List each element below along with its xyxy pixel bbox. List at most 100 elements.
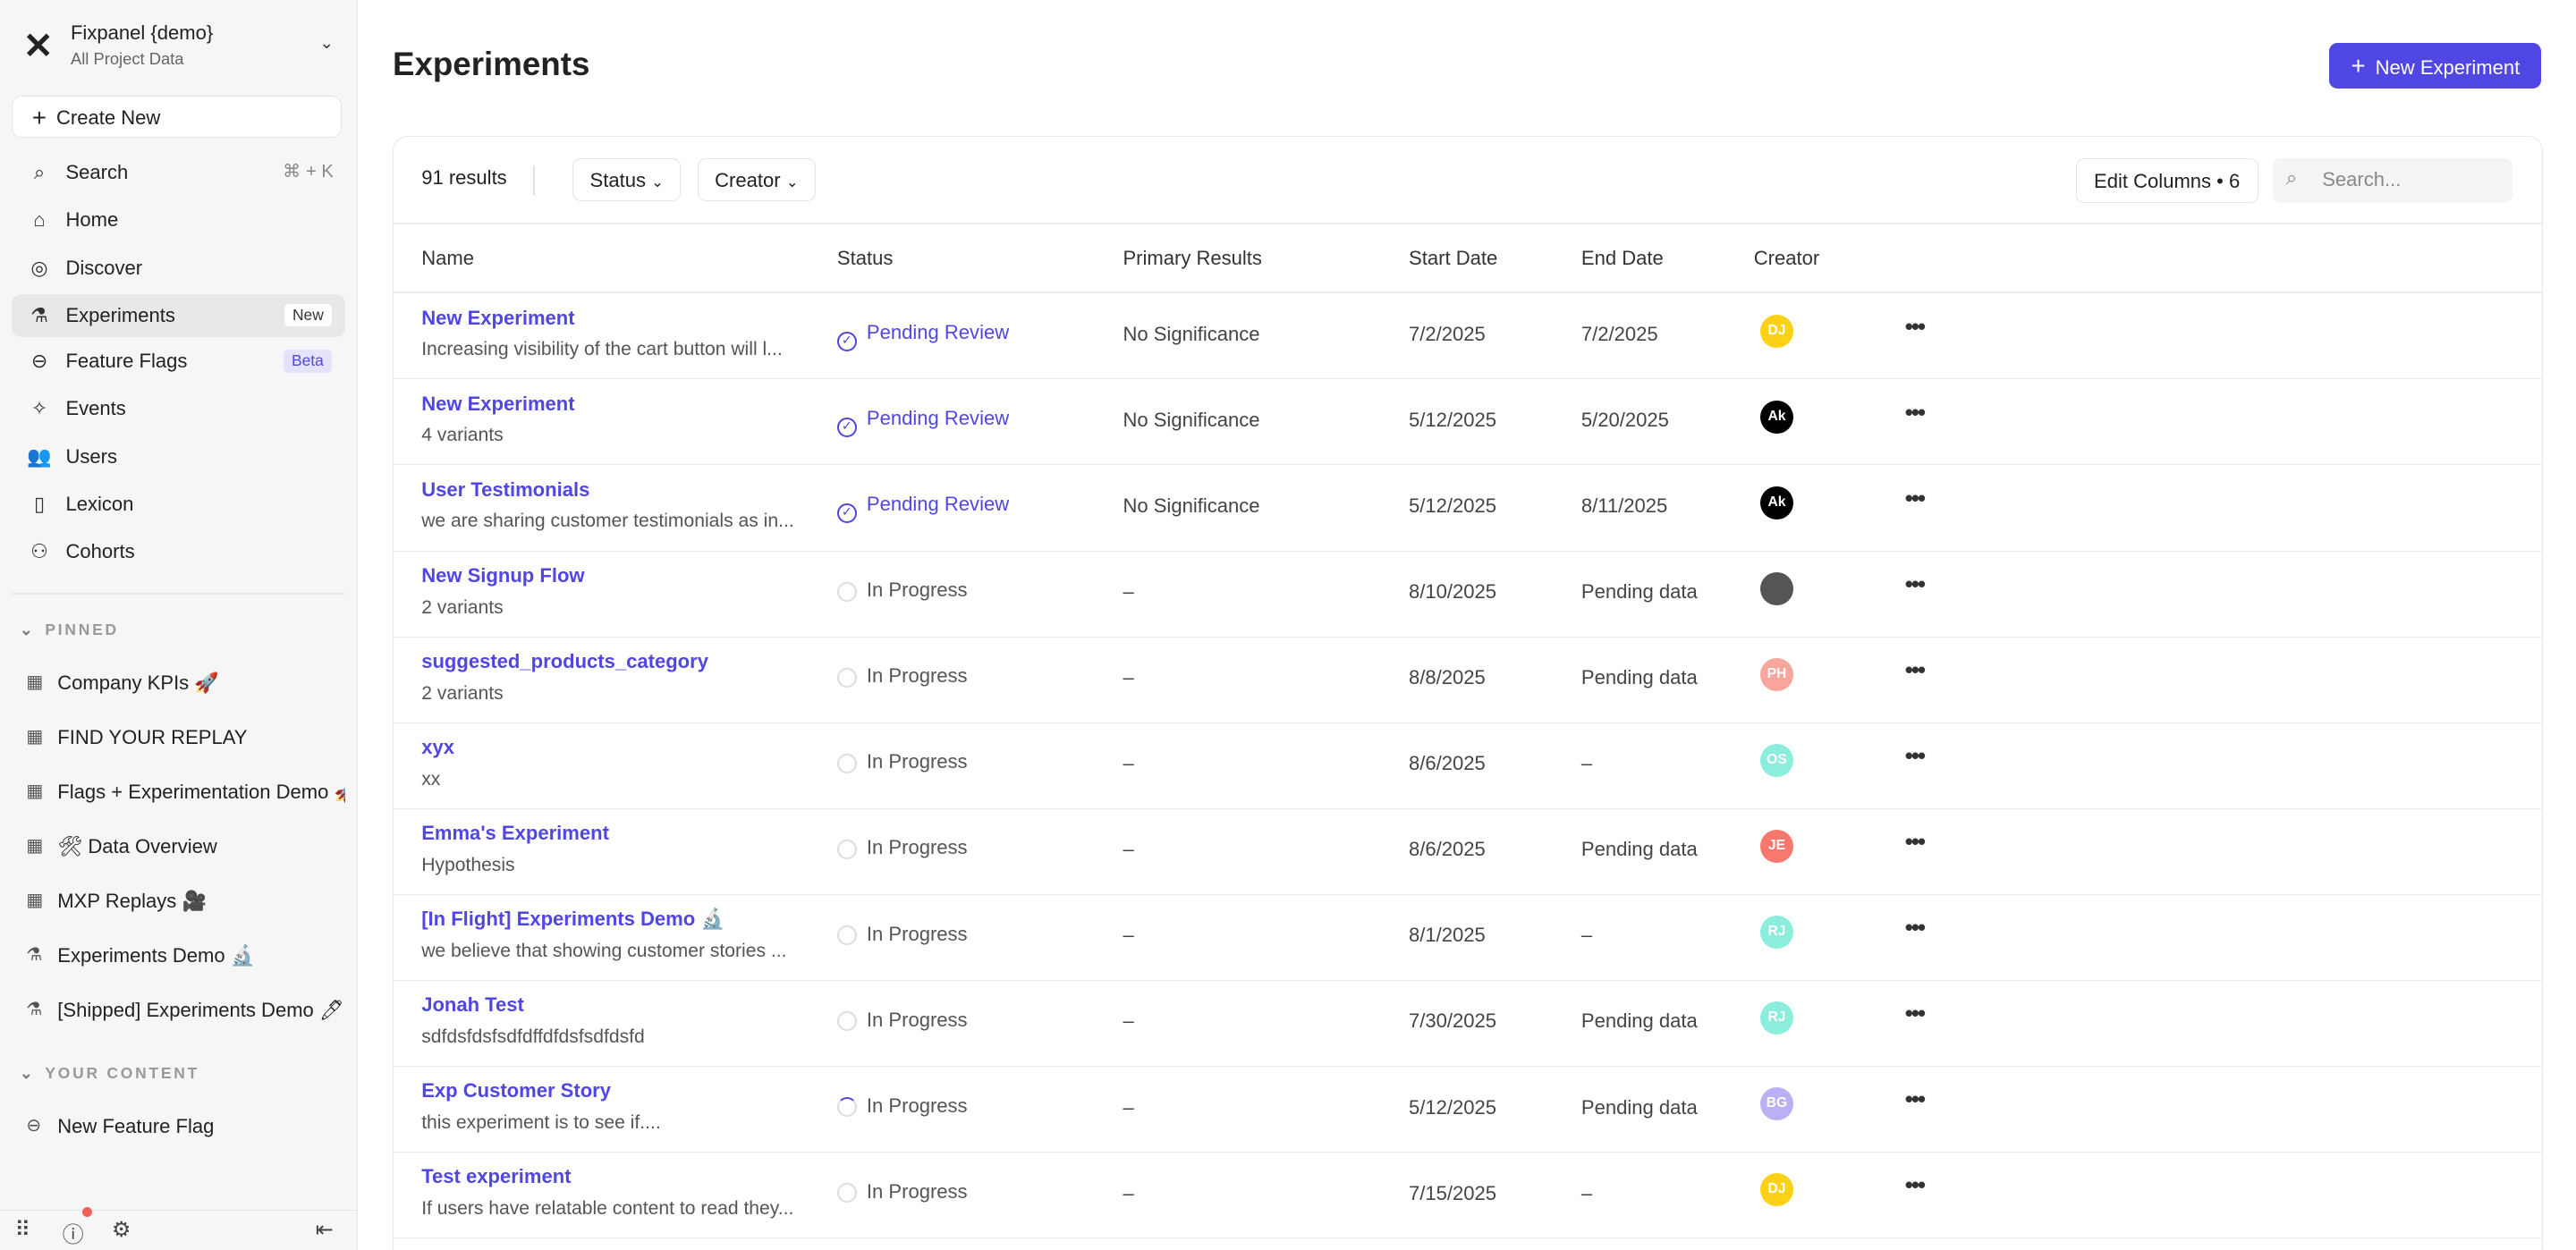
pinned-item-label: FIND YOUR REPLAY — [57, 726, 248, 749]
experiment-name-link[interactable]: Emma's Experiment — [421, 821, 609, 844]
column-header-name[interactable]: Name — [421, 247, 474, 270]
table-row[interactable]: Exp Customer Story this experiment is to … — [393, 1066, 2543, 1153]
table-row[interactable]: suggested_products_category 2 variants In … — [393, 637, 2543, 723]
dashboard-icon: ▦ — [26, 891, 44, 911]
end-date: 8/11/2025 — [1580, 494, 1668, 518]
more-options-icon[interactable]: ••• — [1904, 314, 1926, 340]
primary-results: – — [1123, 838, 1134, 861]
create-new-button[interactable]: + Create New — [11, 95, 343, 139]
start-date: 7/2/2025 — [1409, 322, 1486, 345]
table-row[interactable]: Test experiment If users have relatable c… — [393, 1153, 2543, 1239]
sidebar-item-users[interactable]: 👥 Users — [12, 435, 345, 478]
avatar: JE — [1760, 830, 1793, 863]
start-date: 8/8/2025 — [1409, 666, 1486, 689]
primary-results: No Significance — [1123, 322, 1260, 345]
experiment-name-link[interactable]: suggested_products_category — [421, 649, 708, 672]
search-input[interactable] — [2318, 166, 2506, 194]
sidebar-item-discover[interactable]: ◎ Discover — [12, 247, 345, 290]
pinned-item-label: Flags + Experimentation Demo 🚀 — [57, 781, 345, 804]
column-header-start-date[interactable]: Start Date — [1409, 247, 1498, 270]
collapse-sidebar-icon[interactable]: ⇤ — [315, 1217, 334, 1242]
more-options-icon[interactable]: ••• — [1904, 744, 1926, 770]
project-switcher[interactable]: ✕ Fixpanel {demo} All Project Data ⌄ — [20, 20, 340, 72]
content-item[interactable]: ⊖ New Feature Flag — [12, 1105, 345, 1148]
table-row[interactable]: xyx xx In Progress – 8/6/2025 – OS ••• — [393, 722, 2543, 809]
sidebar-item-cohorts[interactable]: ⚇ Cohorts — [12, 530, 345, 573]
more-options-icon[interactable]: ••• — [1904, 1087, 1926, 1113]
help-icon[interactable]: ⓘ — [62, 1222, 84, 1247]
search-icon: ⌕ — [2285, 166, 2298, 190]
table-row[interactable]: Jonah Test sdfdsfdsfsdfdffdfdsfsdfdsfd In … — [393, 980, 2543, 1067]
experiment-description: sdfdsfdsfsdfdffdfdsfsdfdsfd — [421, 1026, 645, 1047]
pinned-item[interactable]: ▦ FIND YOUR REPLAY — [12, 716, 345, 759]
experiment-name-link[interactable]: [In Flight] Experiments Demo 🔬 — [421, 908, 725, 931]
status-badge: In Progress — [836, 1180, 968, 1204]
experiment-name-link[interactable]: xyx — [421, 735, 454, 758]
progress-circle-icon — [836, 1183, 857, 1204]
experiment-name-link[interactable]: New Experiment — [421, 306, 575, 329]
sidebar-item-label: Search — [65, 160, 129, 183]
your-content-section-toggle[interactable]: ⌄ YOUR CONTENT — [20, 1064, 199, 1083]
column-header-status[interactable]: Status — [836, 247, 894, 270]
table-row[interactable]: User Testimonials we are sharing customer… — [393, 465, 2543, 552]
pinned-item[interactable]: ▦ 🛠 Data Overview — [12, 825, 345, 868]
pinned-section-toggle[interactable]: ⌄ PINNED — [20, 621, 119, 639]
avatar: Ak — [1760, 400, 1793, 434]
primary-results: – — [1123, 1095, 1134, 1119]
sidebar-item-feature-flags[interactable]: ⊖ Feature Flags Beta — [12, 340, 345, 383]
edit-columns-button[interactable]: Edit Columns • 6 — [2075, 158, 2258, 203]
column-header-primary-results[interactable]: Primary Results — [1123, 247, 1262, 270]
experiment-name-link[interactable]: Jonah Test — [421, 993, 524, 1017]
end-date: 5/20/2025 — [1580, 409, 1669, 432]
more-options-icon[interactable]: ••• — [1904, 571, 1926, 597]
status-filter[interactable]: Status ⌄ — [572, 158, 682, 202]
experiment-name-link[interactable]: Exp Customer Story — [421, 1079, 611, 1102]
chevron-down-icon: ⌄ — [20, 621, 36, 639]
more-options-icon[interactable]: ••• — [1904, 1001, 1926, 1027]
table-row[interactable]: New Experiment Increasing visibility of t… — [393, 293, 2543, 380]
primary-results: – — [1123, 580, 1134, 604]
creator-filter-label: Creator — [715, 169, 781, 192]
sidebar-item-label: Lexicon — [65, 492, 134, 515]
experiment-name-link[interactable]: Test experiment — [421, 1165, 572, 1188]
gear-icon[interactable]: ⚙ — [111, 1217, 131, 1242]
status-label: In Progress — [866, 1008, 968, 1031]
more-options-icon[interactable]: ••• — [1904, 486, 1926, 511]
sidebar-item-lexicon[interactable]: ▯ Lexicon — [12, 483, 345, 526]
sidebar-item-events[interactable]: ✧ Events — [12, 387, 345, 430]
pinned-item[interactable]: ▦ MXP Replays 🎥 — [12, 880, 345, 923]
experiment-name-link[interactable]: User Testimonials — [421, 477, 590, 501]
apps-grid-icon[interactable]: ⠿ — [14, 1217, 30, 1242]
status-badge: ✓ Pending Review — [836, 407, 1009, 437]
sidebar-item-home[interactable]: ⌂ Home — [12, 198, 345, 241]
table-row[interactable]: Emma's Experiment Hypothesis In Progress – 8… — [393, 808, 2543, 895]
pinned-item[interactable]: ⚗ [Shipped] Experiments Demo 🖊 — [12, 989, 345, 1032]
experiment-name-link[interactable]: New Signup Flow — [421, 563, 585, 587]
new-experiment-button[interactable]: + New Experiment — [2329, 42, 2542, 89]
more-options-icon[interactable]: ••• — [1904, 400, 1926, 426]
experiment-description: Hypothesis — [421, 854, 515, 875]
table-row[interactable]: New Signup Flow 2 variants In Progress – 8/1… — [393, 551, 2543, 638]
pinned-item[interactable]: ▦ Flags + Experimentation Demo 🚀 — [12, 771, 345, 814]
column-header-end-date[interactable]: End Date — [1580, 247, 1664, 270]
table-row[interactable]: [In Flight] Experiments Demo 🔬 we believe… — [393, 894, 2543, 981]
pinned-item[interactable]: ▦ Company KPIs 🚀 — [12, 662, 345, 705]
more-options-icon[interactable]: ••• — [1904, 658, 1926, 684]
table-row[interactable]: New Experiment 4 variants ✓ Pending Review N… — [393, 379, 2543, 466]
sidebar-item-label: Feature Flags — [65, 350, 188, 373]
avatar: PH — [1760, 658, 1793, 691]
end-date: – — [1580, 752, 1593, 775]
flask-icon: ⚗ — [26, 1000, 43, 1020]
more-options-icon[interactable]: ••• — [1904, 1173, 1926, 1199]
column-header-creator[interactable]: Creator — [1753, 247, 1820, 270]
end-date: Pending data — [1580, 580, 1698, 604]
search-box[interactable]: ⌕ — [2273, 158, 2513, 203]
flask-icon: ⚗ — [26, 945, 43, 966]
pinned-item[interactable]: ⚗ Experiments Demo 🔬 — [12, 934, 345, 977]
sidebar-item-search[interactable]: ⌕ Search ⌘ + K — [12, 151, 345, 194]
experiment-name-link[interactable]: New Experiment — [421, 392, 575, 415]
more-options-icon[interactable]: ••• — [1904, 916, 1926, 942]
sidebar-item-experiments[interactable]: ⚗ Experiments New — [11, 293, 345, 337]
creator-filter[interactable]: Creator ⌄ — [697, 158, 816, 202]
more-options-icon[interactable]: ••• — [1904, 830, 1926, 856]
